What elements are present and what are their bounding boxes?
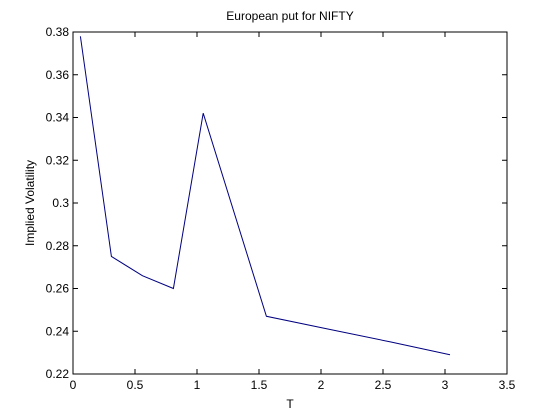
y-tick-label: 0.3 [52, 196, 69, 210]
axis-ticks: 0 0.5 1 1.5 2 2.5 3 3.5 0.22 0.24 0.26 0.28 0.3 0.32 0… [46, 25, 516, 392]
x-axis-label: T [286, 397, 294, 411]
y-tick-label: 0.34 [46, 111, 70, 125]
y-tick-label: 0.24 [46, 324, 70, 338]
plot-area [72, 31, 508, 375]
x-tick-label: 0.5 [127, 378, 144, 392]
y-tick-label: 0.36 [46, 68, 70, 82]
x-tick-label: 2.5 [375, 378, 392, 392]
x-tick-label: 3 [442, 378, 449, 392]
y-tick-label: 0.38 [46, 25, 70, 39]
y-tick-label: 0.28 [46, 239, 70, 253]
series-layer [79, 36, 451, 356]
y-axis-label: Implied Volatility [23, 160, 37, 246]
x-tick-label: 1.5 [251, 378, 268, 392]
series-line-0 [79, 36, 451, 356]
x-tick-label: 3.5 [499, 378, 516, 392]
chart-title: European put for NIFTY [226, 9, 353, 23]
y-tick-label: 0.32 [46, 153, 70, 167]
x-tick-label: 2 [318, 378, 325, 392]
x-tick-label: 1 [194, 378, 201, 392]
y-tick-label: 0.22 [46, 367, 70, 381]
x-tick-label: 0 [70, 378, 77, 392]
y-tick-label: 0.26 [46, 282, 70, 296]
